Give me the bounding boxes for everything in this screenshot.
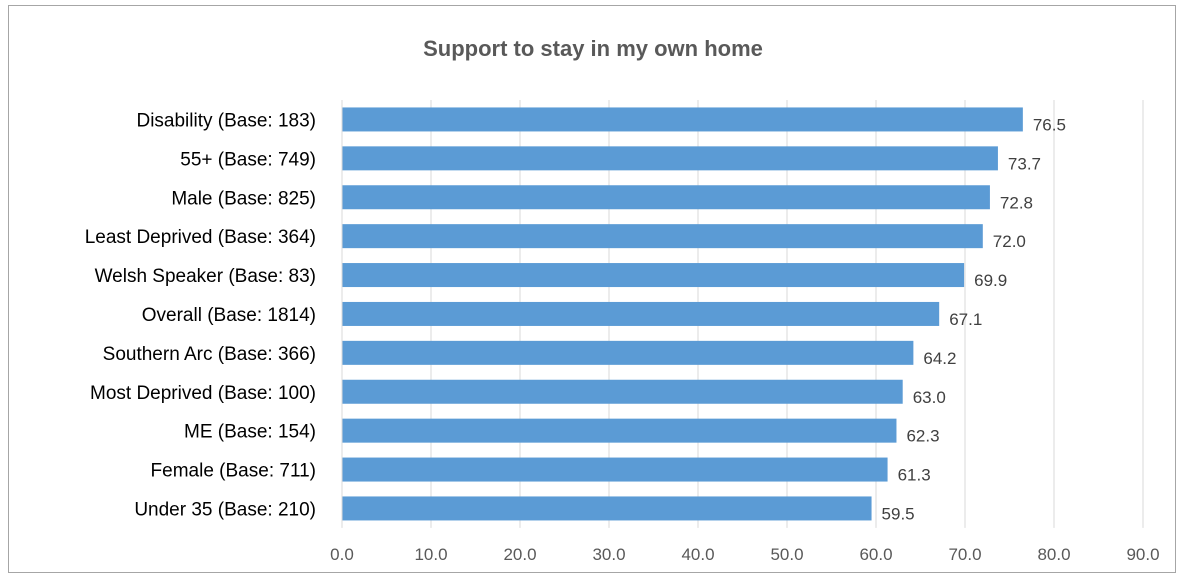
bar <box>342 224 983 249</box>
x-tick-label: 30.0 <box>592 545 625 564</box>
bar <box>342 457 888 482</box>
data-label: 61.3 <box>898 466 931 485</box>
x-tick-label: 40.0 <box>681 545 714 564</box>
bar <box>342 379 903 404</box>
bar <box>342 107 1023 132</box>
category-label: ME (Base: 154) <box>184 422 316 443</box>
data-label: 69.9 <box>974 271 1007 290</box>
x-tick-label: 70.0 <box>948 545 981 564</box>
bar <box>342 146 998 171</box>
category-label: Least Deprived (Base: 364) <box>85 227 316 248</box>
x-tick-label: 60.0 <box>859 545 892 564</box>
bar <box>342 340 914 365</box>
data-label: 76.5 <box>1033 115 1066 134</box>
category-label: Under 35 (Base: 210) <box>134 499 316 520</box>
bar <box>342 301 940 326</box>
x-tick-label: 20.0 <box>503 545 536 564</box>
data-label: 72.8 <box>1000 193 1033 212</box>
x-tick-label: 90.0 <box>1126 545 1159 564</box>
category-label: Southern Arc (Base: 366) <box>103 344 316 365</box>
x-tick-label: 80.0 <box>1037 545 1070 564</box>
bar <box>342 263 965 288</box>
bar <box>342 496 872 521</box>
data-label: 67.1 <box>949 310 982 329</box>
bar <box>342 418 897 443</box>
category-label: Female (Base: 711) <box>151 461 316 482</box>
category-label: Disability (Base: 183) <box>136 110 316 131</box>
category-label: Welsh Speaker (Base: 83) <box>95 266 316 287</box>
x-tick-label: 10.0 <box>414 545 447 564</box>
data-label: 62.3 <box>906 427 939 446</box>
data-label: 64.2 <box>923 349 956 368</box>
category-label: 55+ (Base: 749) <box>180 149 316 170</box>
chart-title: Support to stay in my own home <box>423 36 763 61</box>
data-label: 63.0 <box>913 388 946 407</box>
bar <box>342 185 990 210</box>
x-tick-label: 0.0 <box>330 545 354 564</box>
x-tick-label: 50.0 <box>770 545 803 564</box>
data-label: 73.7 <box>1008 154 1041 173</box>
data-label: 59.5 <box>882 504 915 523</box>
category-label: Overall (Base: 1814) <box>142 305 316 326</box>
data-label: 72.0 <box>993 232 1026 251</box>
category-label: Male (Base: 825) <box>171 188 316 209</box>
category-label: Most Deprived (Base: 100) <box>90 383 316 404</box>
